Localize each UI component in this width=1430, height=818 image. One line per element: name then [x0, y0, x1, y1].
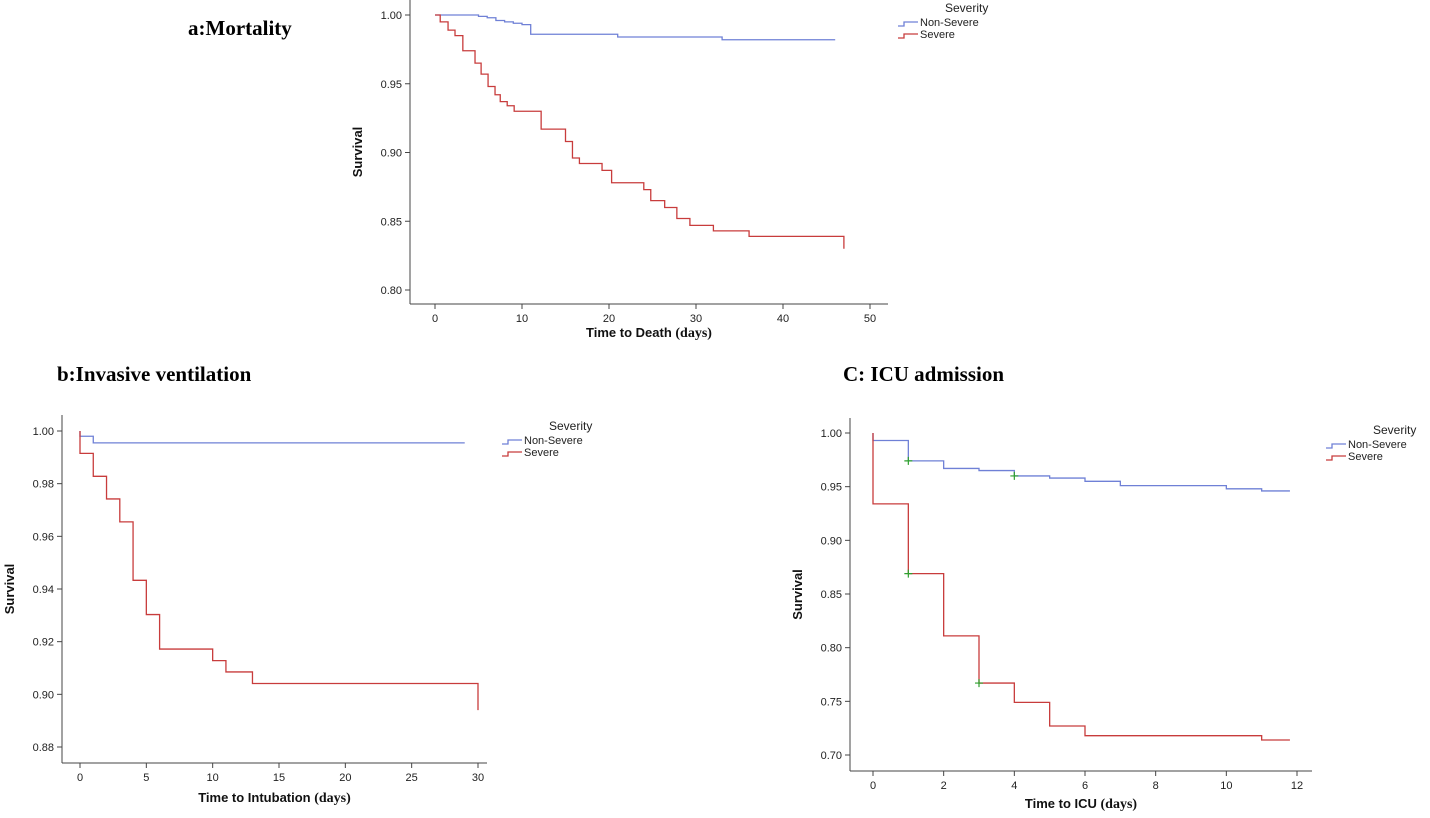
x-axis-label-text: Time to Death: [586, 325, 675, 340]
y-tick-label: 0.90: [33, 689, 54, 701]
censor-mark: [904, 456, 913, 465]
y-tick-label: 0.88: [33, 742, 54, 754]
legend-swatch: [1326, 443, 1346, 449]
x-tick-label: 0: [77, 772, 83, 784]
x-tick-label: 20: [339, 772, 351, 784]
series-line-non-severe: [79, 431, 465, 444]
series-line-severe: [435, 14, 845, 249]
x-tick-label: 0: [870, 780, 876, 792]
x-tick-label: 8: [1153, 780, 1159, 792]
x-tick-label: 4: [1011, 780, 1017, 792]
censor-mark: [975, 679, 983, 688]
y-tick-label: 0.90: [821, 535, 842, 547]
x-tick-label: 25: [406, 772, 418, 784]
x-tick-label: 40: [777, 313, 789, 325]
x-tick-label: 0: [432, 313, 438, 325]
legend-item-label: Non-Severe: [524, 435, 583, 447]
y-tick-label: 0.85: [381, 216, 402, 228]
x-tick-label: 15: [273, 772, 285, 784]
y-axis-label: Survival: [350, 127, 365, 178]
series-line-non-severe: [435, 14, 836, 41]
x-tick-label: 6: [1082, 780, 1088, 792]
chart-1: 0.88 0.90 0.92 0.94 0.96 0.98 1.00 0 5 10 15 20 25 30…: [2, 415, 592, 806]
x-tick-label: 10: [1220, 780, 1232, 792]
legend-swatch: [898, 21, 918, 27]
x-axis-label: Time to Intubation (days): [198, 790, 351, 806]
y-tick-label: 1.00: [821, 428, 842, 440]
x-tick-label: 10: [516, 313, 528, 325]
y-tick-label: 0.96: [33, 531, 54, 543]
legend-item-label: Severe: [1348, 451, 1383, 463]
x-axis-label-text: Time to ICU: [1025, 796, 1101, 811]
legend-title: Severity: [1373, 423, 1416, 437]
x-tick-label: 20: [603, 313, 615, 325]
y-tick-label: 0.90: [381, 148, 402, 160]
y-tick-label: 0.98: [33, 479, 54, 491]
x-axis-label: Time to Death (days): [586, 325, 712, 341]
legend-item-label: Severe: [920, 29, 955, 41]
legend-title: Severity: [549, 419, 592, 433]
legend-item-label: Non-Severe: [920, 17, 979, 29]
x-tick-label: 30: [472, 772, 484, 784]
chart-0: 0.80 0.85 0.90 0.95 1.00 0 10 20 30 40 50 Time to D…: [350, 0, 988, 341]
legend-swatch: [502, 439, 522, 445]
series-line-non-severe: [872, 433, 1290, 492]
x-tick-label: 5: [143, 772, 149, 784]
x-tick-label: 50: [864, 313, 876, 325]
legend-item-label: Non-Severe: [1348, 439, 1407, 451]
y-tick-label: 0.80: [821, 643, 842, 655]
panel-a-title: a:Mortality: [188, 16, 292, 40]
x-axis-label-text: Time to Intubation: [198, 790, 314, 805]
y-tick-label: 0.80: [381, 285, 402, 297]
x-axis-unit: (days): [314, 791, 351, 806]
x-tick-label: 30: [690, 313, 702, 325]
y-tick-label: 0.95: [821, 482, 842, 494]
x-tick-label: 10: [207, 772, 219, 784]
series-line-severe: [79, 431, 479, 711]
y-tick-label: 1.00: [33, 426, 54, 438]
y-tick-label: 0.94: [33, 584, 54, 596]
censor-mark: [1010, 471, 1019, 480]
legend-title: Severity: [945, 1, 988, 15]
y-tick-label: 0.75: [821, 696, 842, 708]
legend-item-label: Severe: [524, 447, 559, 459]
chart-2: 0.70 0.75 0.80 0.85 0.90 0.95 1.00 0 2 4 6 8 10 12 Tim…: [790, 418, 1416, 812]
x-tick-label: 2: [941, 780, 947, 792]
x-tick-label: 12: [1291, 780, 1303, 792]
y-axis-label: Survival: [2, 564, 17, 615]
x-axis-unit: (days): [1101, 797, 1138, 812]
legend-swatch: [502, 451, 522, 457]
y-tick-label: 0.92: [33, 637, 54, 649]
series-line-severe: [872, 433, 1290, 741]
y-axis-label: Survival: [790, 569, 805, 620]
y-tick-label: 1.00: [381, 10, 402, 22]
y-tick-label: 0.95: [381, 79, 402, 91]
legend-swatch: [1326, 455, 1346, 461]
x-axis-unit: (days): [675, 326, 712, 341]
panel-c-title: C: ICU admission: [843, 362, 1005, 386]
y-tick-label: 0.70: [821, 750, 842, 762]
y-tick-label: 0.85: [821, 589, 842, 601]
x-axis-label: Time to ICU (days): [1025, 796, 1138, 812]
panel-b-title: b:Invasive ventilation: [57, 362, 252, 386]
censor-mark: [904, 569, 913, 578]
legend-swatch: [898, 33, 918, 39]
